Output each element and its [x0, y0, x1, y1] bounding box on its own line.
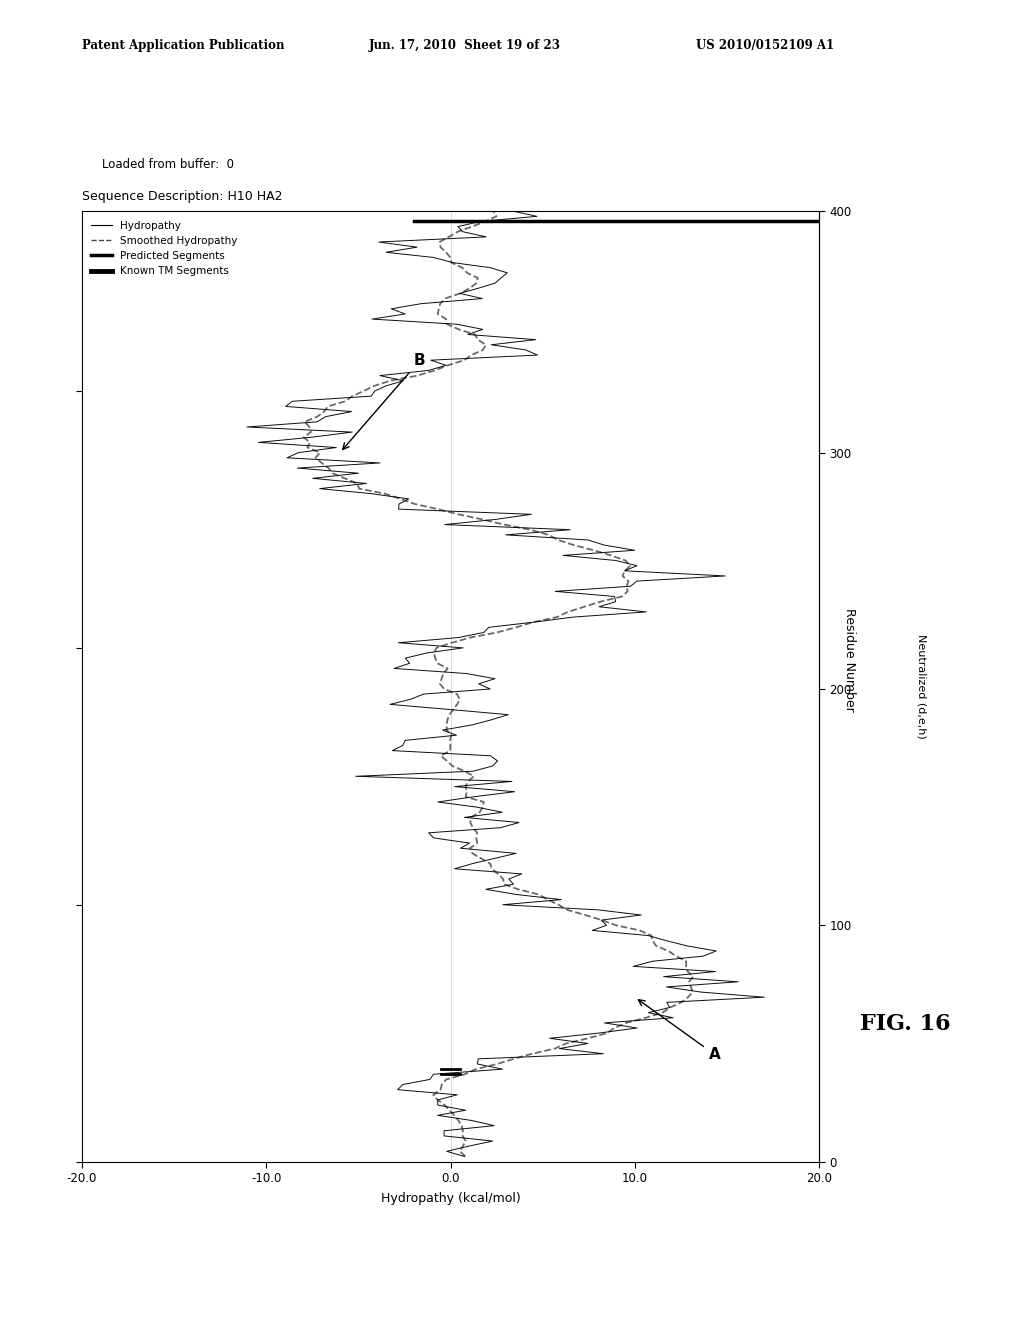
Text: Neutralized (d,e,h): Neutralized (d,e,h) [916, 634, 927, 739]
Legend: Hydropathy, Smoothed Hydropathy, Predicted Segments, Known TM Segments: Hydropathy, Smoothed Hydropathy, Predict… [87, 216, 242, 280]
Text: Jun. 17, 2010  Sheet 19 of 23: Jun. 17, 2010 Sheet 19 of 23 [369, 38, 561, 51]
Text: B: B [343, 354, 425, 449]
Text: FIG. 16: FIG. 16 [860, 1012, 951, 1035]
Text: Residue Number: Residue Number [844, 609, 856, 711]
Text: Sequence Description: H10 HA2: Sequence Description: H10 HA2 [82, 190, 283, 203]
X-axis label: Hydropathy (kcal/mol): Hydropathy (kcal/mol) [381, 1192, 520, 1205]
Text: US 2010/0152109 A1: US 2010/0152109 A1 [696, 38, 835, 51]
Text: Loaded from buffer:  0: Loaded from buffer: 0 [102, 158, 234, 172]
Text: A: A [638, 999, 720, 1061]
Text: Patent Application Publication: Patent Application Publication [82, 38, 285, 51]
